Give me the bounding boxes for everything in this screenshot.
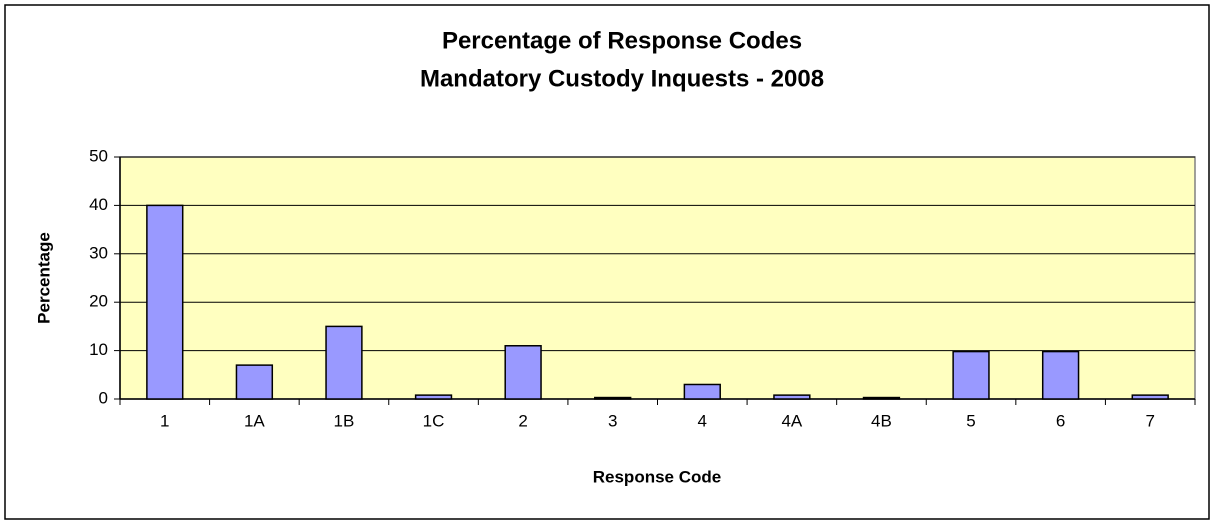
x-tick-label: 1 [160,411,169,430]
bar [235,364,274,400]
x-tick-label: 4B [871,411,892,430]
x-tick-label: 4A [781,411,802,430]
bar [1041,350,1080,400]
bar [325,325,363,400]
x-tick-label: 1B [334,411,355,430]
bar [683,383,721,400]
y-axis-title: Percentage [34,232,53,324]
y-tick-label: 40 [89,195,108,214]
y-tick-label: 0 [99,388,108,407]
x-tick-label: 3 [608,411,617,430]
bar [414,394,453,400]
y-tick-label: 20 [89,292,108,311]
x-tick-label: 6 [1056,411,1065,430]
bar [146,204,184,400]
plot-area [119,156,1196,400]
bar [952,350,990,400]
y-tick-label: 50 [89,146,108,165]
bar [773,394,811,400]
y-tick-label: 30 [89,243,108,262]
x-tick-label: 1A [244,411,265,430]
x-tick-label: 5 [966,411,975,430]
chart-title: Percentage of Response Codes [442,27,802,54]
x-tick-label: 4 [698,411,707,430]
x-tick-label: 2 [518,411,527,430]
bar [862,396,901,400]
bar [594,396,632,400]
x-axis-title: Response Code [593,467,721,486]
x-tick-label: 1C [423,411,445,430]
bar [504,345,542,400]
chart-title: Mandatory Custody Inquests - 2008 [420,65,824,92]
x-tick-label: 7 [1145,411,1154,430]
y-tick-label: 10 [89,340,108,359]
bar [1131,394,1169,400]
